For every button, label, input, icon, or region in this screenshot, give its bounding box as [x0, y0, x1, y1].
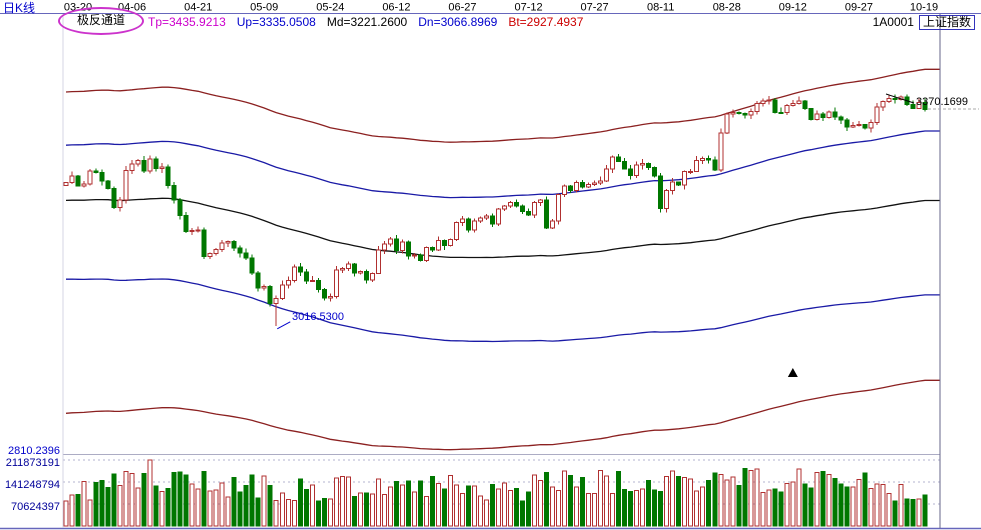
indicator-value-tp: Tp=3435.9213	[148, 15, 226, 29]
frame-lines	[0, 13, 981, 530]
last-price-annotation: 3370.1699	[916, 96, 968, 108]
price-axis-label: 2810.2396	[8, 445, 60, 457]
indicator-name-label: 极反通道	[76, 13, 125, 28]
svg-text:09-12: 09-12	[779, 2, 807, 14]
symbol-code: 1A0001	[872, 15, 914, 29]
indicator-value-dn: Dn=3066.8969	[418, 15, 498, 29]
indicator-value-up: Up=3335.0508	[236, 15, 316, 29]
volume-axis-label-3: 70624397	[11, 501, 60, 513]
chart-period-label: 日K线	[3, 1, 36, 15]
svg-text:04-21: 04-21	[184, 2, 212, 14]
indicator-value-md: Md=3221.2600	[326, 15, 408, 29]
date-axis: 03-20 04-06 04-21 05-09 05-24 06-12 06-27 07-12…	[64, 2, 938, 14]
chart-annotations	[277, 93, 979, 377]
indicator-values-row: Tp=3435.9213 Up=3335.0508 Md=3221.2600 D…	[148, 15, 584, 29]
svg-text:05-09: 05-09	[250, 2, 278, 14]
svg-text:10-19: 10-19	[910, 2, 938, 14]
svg-text:07-12: 07-12	[514, 2, 542, 14]
indicator-highlight-ellipse[interactable]: 极反通道	[58, 7, 144, 35]
indicator-value-bt: Bt=2927.4937	[508, 15, 584, 29]
volume-bars	[63, 459, 928, 527]
symbol-name[interactable]: 上证指数	[918, 15, 975, 31]
svg-text:05-24: 05-24	[316, 2, 344, 14]
volume-axis-label-2: 141248794	[4, 479, 60, 491]
low-price-annotation: 3016.5300	[292, 311, 344, 323]
svg-text:09-27: 09-27	[845, 2, 873, 14]
svg-text:07-27: 07-27	[581, 2, 609, 14]
svg-text:08-11: 08-11	[647, 2, 674, 14]
channel-lines	[65, 68, 940, 451]
candlesticks	[63, 94, 928, 326]
symbol-title: 1A0001 上证指数	[872, 15, 975, 31]
volume-axis-label-1: 211873191	[5, 457, 60, 469]
svg-text:08-28: 08-28	[713, 2, 741, 14]
svg-text:06-12: 06-12	[382, 2, 410, 14]
svg-text:06-27: 06-27	[448, 2, 476, 14]
